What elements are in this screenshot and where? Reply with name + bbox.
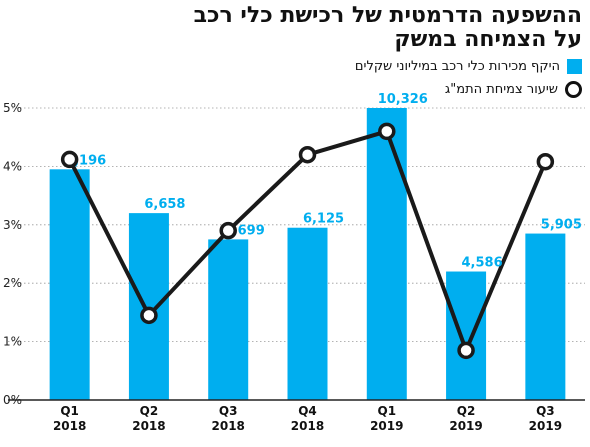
x-tick-year-label: 2019: [449, 419, 482, 433]
legend-line-marker: [565, 80, 582, 98]
y-tick-label: 5%: [3, 101, 22, 115]
line-point: [219, 221, 237, 240]
line-point: [298, 145, 317, 164]
y-tick-label: 1%: [3, 335, 22, 349]
x-tick-label: Q3: [219, 404, 238, 418]
x-tick-year-label: 2018: [291, 419, 324, 433]
legend-bars-label: היקף מכירות כלי רכב במיליוני שקלים: [354, 58, 560, 74]
line-point: [536, 152, 555, 171]
line-point: [457, 341, 475, 360]
line-point: [140, 306, 158, 325]
bar: [366, 108, 407, 400]
bar: [446, 271, 487, 400]
bar: [49, 169, 90, 400]
bar-value-label: 4,586: [462, 256, 503, 271]
bar-value-label: 5,905: [541, 218, 582, 233]
x-tick-label: Q3: [536, 404, 555, 418]
legend-bar-swatch: [567, 58, 582, 74]
bar: [128, 213, 169, 400]
chart-title-line-2: על הצמיחה במשק: [394, 27, 582, 52]
x-tick-label: Q1: [378, 404, 397, 418]
bar: [525, 233, 566, 400]
bar-value-label: 6,125: [303, 212, 344, 227]
bar-value-label: 6,658: [144, 197, 185, 212]
chart-title-line-1: ההשפעה הדרמטית של רכישת כלי רכב: [193, 3, 582, 28]
legend-line-label: שיעור צמיחת התמ"ג: [444, 81, 558, 97]
line-point: [378, 122, 396, 141]
y-tick-label: 2%: [3, 276, 22, 290]
legend-item-bars: היקף מכירות כלי רכב במיליוני שקלים: [355, 56, 582, 76]
x-tick-label: Q2: [457, 404, 476, 418]
x-tick-label: Q4: [298, 404, 317, 418]
line-point: [60, 150, 79, 169]
x-tick-year-label: 2018: [212, 419, 245, 433]
x-tick-year-label: 2019: [529, 419, 562, 433]
x-tick-label: Q2: [140, 404, 159, 418]
bar: [208, 239, 249, 400]
chart-legend: היקף מכירות כלי רכב במיליוני שקלים שיעור…: [355, 56, 582, 102]
y-tick-label: 3%: [3, 218, 22, 232]
x-tick-year-label: 2018: [132, 419, 165, 433]
legend-item-line: שיעור צמיחת התמ"ג: [355, 79, 582, 99]
x-tick-year-label: 2019: [370, 419, 403, 433]
bar: [287, 227, 328, 400]
x-tick-year-label: 2018: [53, 419, 86, 433]
x-tick-label: Q1: [60, 404, 79, 418]
chart-title: ההשפעה הדרמטית של רכישת כלי רכב על הצמיח…: [12, 4, 582, 52]
y-tick-label: 4%: [3, 159, 22, 173]
bar-value-label: 10,326: [378, 92, 428, 107]
